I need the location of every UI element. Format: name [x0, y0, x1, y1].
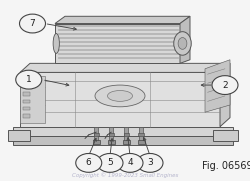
Polygon shape [108, 140, 114, 144]
Circle shape [16, 70, 42, 89]
Polygon shape [123, 140, 130, 144]
Circle shape [117, 153, 143, 172]
Circle shape [76, 153, 102, 172]
Polygon shape [58, 29, 178, 30]
Polygon shape [8, 130, 30, 141]
Polygon shape [22, 114, 30, 118]
Polygon shape [139, 127, 143, 141]
Ellipse shape [95, 85, 145, 107]
Polygon shape [58, 53, 178, 54]
Polygon shape [20, 76, 45, 123]
Polygon shape [12, 136, 232, 145]
Polygon shape [55, 16, 190, 24]
Text: 6: 6 [86, 158, 92, 167]
Ellipse shape [108, 90, 132, 101]
Polygon shape [22, 100, 30, 103]
Polygon shape [108, 133, 114, 136]
Polygon shape [220, 63, 230, 127]
Polygon shape [20, 72, 220, 127]
Text: 1: 1 [26, 75, 32, 84]
Polygon shape [138, 140, 144, 144]
Polygon shape [212, 130, 238, 141]
Polygon shape [12, 127, 232, 136]
Text: 4: 4 [127, 158, 133, 167]
Ellipse shape [174, 32, 191, 55]
Polygon shape [180, 16, 190, 63]
Polygon shape [58, 49, 178, 50]
Polygon shape [55, 24, 180, 63]
Text: 5: 5 [107, 158, 113, 167]
Polygon shape [58, 37, 178, 38]
Polygon shape [94, 127, 98, 141]
Text: 7: 7 [30, 19, 36, 28]
Circle shape [97, 153, 123, 172]
Polygon shape [205, 60, 230, 112]
Text: Fig. 06569: Fig. 06569 [202, 161, 250, 171]
Text: 3: 3 [147, 158, 153, 167]
Polygon shape [58, 57, 178, 58]
Ellipse shape [178, 38, 187, 49]
Circle shape [20, 14, 46, 33]
Polygon shape [22, 92, 30, 96]
Polygon shape [93, 140, 100, 144]
Polygon shape [124, 127, 128, 141]
Text: 2: 2 [222, 81, 228, 90]
Polygon shape [124, 133, 129, 136]
Polygon shape [94, 133, 99, 136]
Circle shape [212, 76, 238, 94]
Ellipse shape [53, 33, 60, 53]
Polygon shape [58, 41, 178, 42]
Circle shape [137, 153, 163, 172]
Polygon shape [20, 63, 230, 72]
Polygon shape [109, 127, 113, 141]
Polygon shape [58, 33, 178, 34]
Polygon shape [138, 133, 144, 136]
Polygon shape [22, 107, 30, 110]
Polygon shape [58, 45, 178, 46]
Text: Copyright © 1999-2023 Small Engines: Copyright © 1999-2023 Small Engines [72, 173, 178, 178]
Polygon shape [58, 25, 178, 26]
